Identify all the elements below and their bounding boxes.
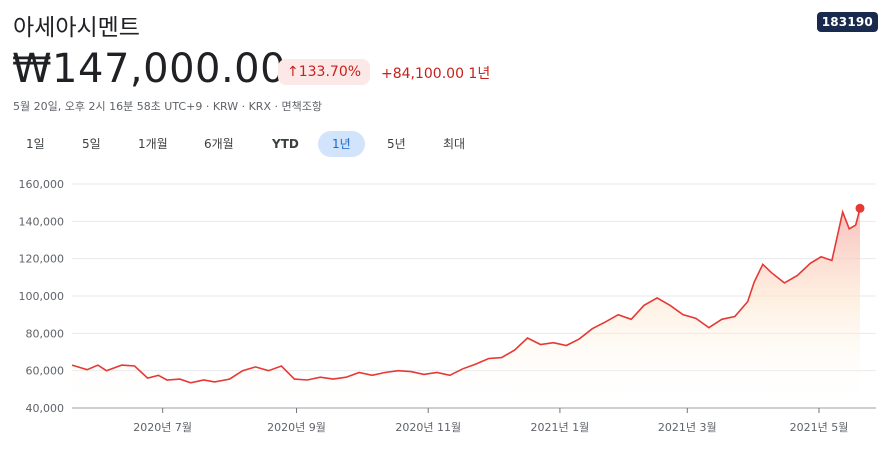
- range-5d[interactable]: 5일: [82, 137, 101, 151]
- y-tick-label: 160,000: [19, 178, 65, 191]
- range-ytd[interactable]: YTD: [272, 137, 299, 151]
- current-price: ₩147,000.00: [12, 46, 287, 92]
- x-tick-label: 2021년 3월: [658, 421, 717, 434]
- y-tick-label: 60,000: [26, 365, 65, 378]
- y-tick-label: 40,000: [26, 402, 65, 415]
- price-area: [72, 208, 860, 408]
- arrow-up-icon: ↑: [287, 64, 299, 80]
- y-tick-label: 140,000: [19, 215, 65, 228]
- latest-price-point: [855, 203, 865, 213]
- x-tick-label: 2020년 7월: [133, 421, 192, 434]
- range-5y[interactable]: 5년: [387, 137, 406, 151]
- price-meta: 5월 20일, 오후 2시 16분 58초 UTC+9 · KRW · KRX …: [13, 100, 322, 113]
- ticker-badge: 183190: [816, 12, 878, 32]
- y-tick-label: 120,000: [19, 253, 65, 266]
- price-line: [71, 208, 861, 384]
- range-1d[interactable]: 1일: [26, 137, 45, 151]
- range-1y[interactable]: 1년: [318, 131, 365, 157]
- change-percent: 133.70%: [298, 64, 362, 80]
- x-tick-label: 2020년 11월: [395, 421, 461, 434]
- range-1m[interactable]: 1개월: [138, 137, 168, 151]
- y-tick-label: 100,000: [19, 290, 65, 303]
- x-tick-label: 2021년 5월: [790, 421, 849, 434]
- range-max[interactable]: 최대: [443, 137, 466, 151]
- range-6m[interactable]: 6개월: [204, 137, 234, 151]
- stock-name: 아세아시멘트: [13, 15, 140, 41]
- y-tick-label: 80,000: [26, 327, 65, 340]
- x-tick-label: 2021년 1월: [531, 421, 590, 434]
- change-absolute: +84,100.00 1년: [381, 66, 491, 82]
- change-percent-badge: ↑133.70%: [278, 59, 371, 85]
- x-tick-label: 2020년 9월: [267, 421, 326, 434]
